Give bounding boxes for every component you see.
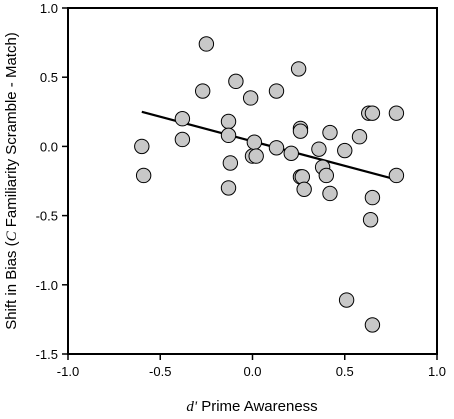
data-point [283,145,299,162]
y-tick-label: -1.5 [36,347,58,362]
data-point [338,292,355,308]
y-tick-label: 0.0 [40,139,58,154]
data-point [364,317,381,333]
data-point [362,212,379,228]
x-axis-title-italic: d' [186,399,198,415]
data-point [174,111,191,127]
x-tick-label: 0.0 [243,364,261,379]
y-axis: -1.5 -1.0 -0.5 0.0 0.5 1.0 [36,1,68,362]
data-point [246,134,263,150]
data-point [220,113,237,130]
data-point [364,105,381,121]
y-tick-label: -1.0 [36,278,58,293]
data-point [322,124,338,141]
data-point [228,73,244,90]
data-point [220,180,237,196]
data-points [134,36,405,333]
data-point [351,129,368,145]
data-point [220,127,237,144]
data-point [194,83,211,99]
data-point [135,167,152,184]
data-point [222,155,239,171]
data-point [198,36,215,52]
x-tick-label: -0.5 [149,364,171,379]
y-axis-title: Shift in Bias (C Familiarity Scramble - … [3,32,20,330]
data-point [174,131,191,148]
data-point [248,148,264,164]
x-tick-label: 0.5 [336,364,354,379]
data-point [311,141,327,157]
data-point [364,189,381,206]
data-point [292,123,309,139]
data-point [134,138,150,155]
y-axis-title-suffix: Familiarity Scramble - Match) [3,32,20,231]
data-point [388,105,405,121]
plot-frame [67,7,438,355]
y-tick-label: -0.5 [36,209,58,224]
data-point [242,90,259,106]
y-axis-title-italic: C [4,230,20,241]
data-point [388,167,405,184]
x-tick-label: 1.0 [428,364,446,379]
x-tick-label: -1.0 [57,364,79,379]
data-point [268,83,285,99]
y-axis-title-prefix: Shift in Bias ( [3,241,20,329]
x-axis: -1.0 -0.5 0.0 0.5 1.0 [57,354,446,379]
data-point [290,61,307,77]
data-point [268,140,285,156]
y-tick-label: 1.0 [40,1,58,16]
x-axis-title-text: Prime Awareness [197,398,318,415]
x-axis-title: d' Prime Awareness [186,398,317,415]
data-point [322,185,338,202]
data-point [337,142,353,159]
y-tick-label: 0.5 [40,70,58,85]
data-point [318,167,334,184]
data-point [296,181,312,198]
